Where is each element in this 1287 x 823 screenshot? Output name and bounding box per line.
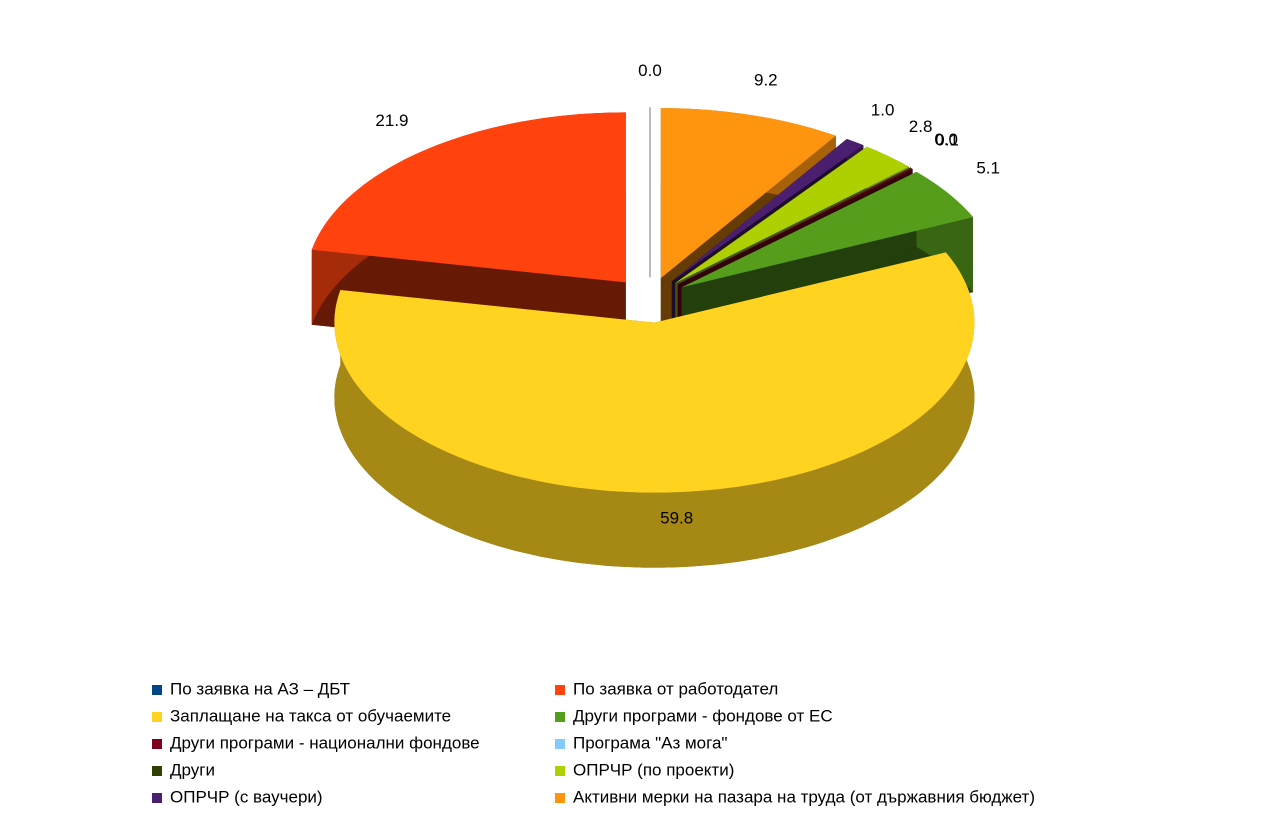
legend-swatch [555, 793, 565, 803]
data-label: 0.0 [934, 130, 958, 149]
legend-label: Програма "Аз мога" [573, 733, 727, 752]
data-label: 5.1 [976, 159, 1000, 178]
legend-swatch [555, 685, 565, 695]
legend-swatch [152, 712, 162, 722]
data-label: 1.0 [871, 101, 895, 120]
legend-label: По заявка на АЗ – ДБТ [170, 679, 350, 698]
legend-label: Други [170, 760, 215, 779]
legend-label: Други програми - фондове от ЕС [573, 706, 833, 725]
slice-top [677, 168, 913, 285]
data-label: 0.0 [638, 61, 662, 80]
data-label: 0.1 [935, 131, 959, 150]
legend-swatch [555, 739, 565, 749]
legend-swatch [152, 793, 162, 803]
slice-wall [334, 252, 975, 568]
data-label: 59.8 [660, 508, 693, 527]
legend-label: ОПРЧР (по проекти) [573, 760, 734, 779]
data-label: 21.9 [375, 111, 408, 130]
legend-label: Активни мерки на пазара на труда (от дър… [573, 787, 1035, 806]
legend-swatch [555, 712, 565, 722]
slice [677, 167, 912, 286]
slice-top [334, 252, 975, 493]
slice-top [311, 112, 626, 283]
slice-top [681, 171, 973, 288]
slice-top [660, 108, 836, 279]
slice-top [671, 139, 864, 282]
legend-label: Заплащане на такса от обучаемите [170, 706, 451, 725]
legend-swatch [152, 766, 162, 776]
legend-label: Други програми - национални фондове [170, 733, 480, 752]
legend-swatch [555, 766, 565, 776]
slice-edge [677, 167, 912, 286]
data-label: 9.2 [754, 70, 778, 89]
legend-swatch [152, 685, 162, 695]
slice-top [675, 146, 909, 283]
data-label: 2.8 [909, 117, 933, 136]
slice [334, 252, 975, 568]
legend-swatch [152, 739, 162, 749]
legend-label: ОПРЧР (с ваучери) [170, 787, 323, 806]
legend-label: По заявка от работодател [573, 679, 778, 698]
